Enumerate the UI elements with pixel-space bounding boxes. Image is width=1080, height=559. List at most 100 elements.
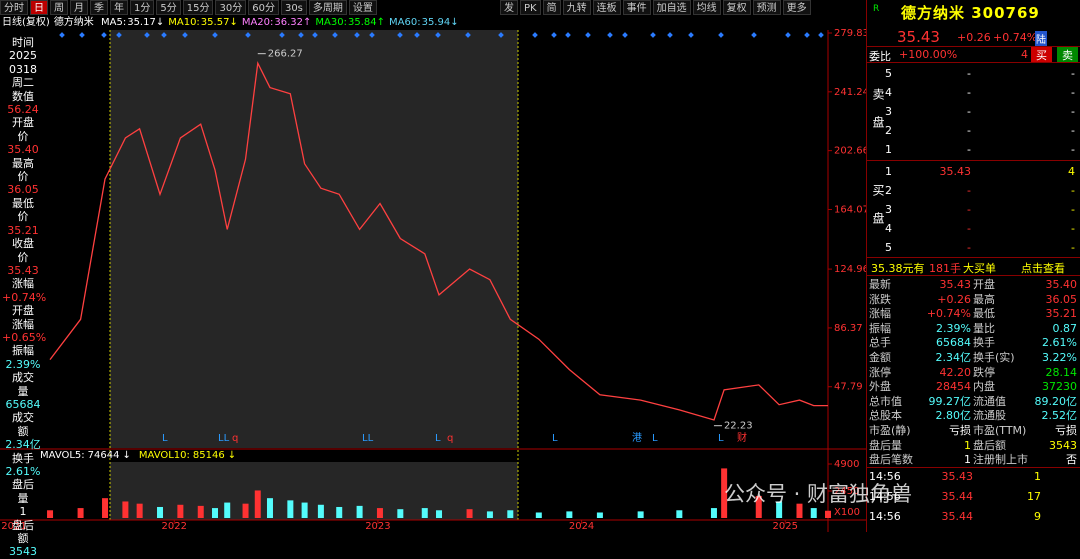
stat-label: 市盈(静) bbox=[869, 424, 911, 437]
stat-row: 涨停 42.20 跌停 28.14 bbox=[867, 366, 1080, 380]
event-diamond bbox=[785, 32, 791, 38]
toolbar-button[interactable]: 九转 bbox=[562, 0, 591, 15]
sell-button[interactable]: 卖 bbox=[1057, 47, 1078, 63]
toolbar-button[interactable]: 1分 bbox=[130, 0, 155, 15]
mavol-name: MAVOL5: bbox=[40, 450, 85, 461]
volume-bar bbox=[47, 510, 54, 518]
volume-bar bbox=[466, 509, 473, 518]
volume-bar bbox=[336, 506, 343, 518]
stat-value: 2.80亿 bbox=[935, 409, 972, 423]
volume-bar bbox=[136, 503, 143, 518]
info-value: 周二 bbox=[12, 76, 34, 90]
event-diamond bbox=[751, 32, 757, 38]
ma-arrow: ↓ bbox=[155, 17, 165, 28]
toolbar-button[interactable]: 5分 bbox=[156, 0, 181, 15]
info-value: 2.61% bbox=[5, 465, 41, 478]
book-row: 4 - - bbox=[867, 222, 1080, 236]
info-value: 35.40 bbox=[7, 143, 39, 157]
info-label: 收盘价 bbox=[12, 237, 34, 264]
quote-panel: R 德方纳米 300769 35.43 +0.26 +0.74% 陆 委比 +1… bbox=[866, 0, 1080, 532]
stat-row: 市盈(静) 亏损 市盈(TTM) 亏损 bbox=[867, 424, 1080, 438]
toolbar-button[interactable]: 设置 bbox=[348, 0, 377, 15]
x-tick-label: 2025 bbox=[773, 521, 798, 532]
stat-label: 总手 bbox=[869, 336, 891, 350]
event-diamond bbox=[59, 32, 65, 38]
toolbar-button[interactable]: 均线 bbox=[692, 0, 721, 15]
stat-value: 1 bbox=[964, 438, 971, 452]
big-order-link[interactable]: 点击查看 bbox=[1021, 262, 1065, 275]
toolbar-button[interactable]: 事件 bbox=[622, 0, 651, 15]
info-label: 最高价 bbox=[12, 156, 34, 184]
volume-bar bbox=[242, 503, 249, 518]
x-tick-label: 2022 bbox=[162, 521, 187, 532]
toolbar-button[interactable]: PK bbox=[520, 0, 541, 15]
toolbar-button[interactable]: 周 bbox=[50, 0, 68, 15]
volume-bar bbox=[317, 504, 324, 518]
level: 2 bbox=[885, 124, 892, 137]
price-line bbox=[49, 60, 828, 421]
volume-bar bbox=[535, 512, 542, 518]
info-label: 涨幅 bbox=[12, 277, 34, 291]
toolbar-button[interactable]: 日 bbox=[30, 0, 48, 15]
book-row: 4 - - bbox=[867, 86, 1080, 100]
tick-volume: 17 bbox=[1027, 490, 1041, 503]
ma-name: MA60: bbox=[389, 17, 421, 28]
stat-value: 0.87 bbox=[1052, 321, 1078, 335]
left-panel: 时间 2025 0318 周二 数值 56.24 开盘价 35.40 最高价 36.05 最低价 35… bbox=[2, 36, 46, 559]
book-volume: - bbox=[1071, 241, 1075, 254]
volume-bar bbox=[254, 490, 261, 518]
annotation: 22.23 bbox=[724, 421, 753, 432]
level: 4 bbox=[885, 86, 892, 99]
stat-value: +0.74% bbox=[926, 307, 971, 321]
y-tick-label: 164.07 bbox=[834, 204, 866, 215]
info-value: 1 bbox=[19, 505, 27, 519]
event-marker: q bbox=[232, 433, 238, 444]
toolbar-button[interactable]: 发 bbox=[500, 0, 518, 15]
book-price: - bbox=[967, 184, 971, 197]
level: 3 bbox=[885, 203, 892, 216]
buy-button[interactable]: 买 bbox=[1031, 47, 1052, 63]
toolbar-button[interactable]: 加自选 bbox=[652, 0, 691, 15]
stat-row: 涨跌 +0.26 最高 36.05 bbox=[867, 293, 1080, 307]
level: 4 bbox=[885, 222, 892, 235]
stat-row: 盘后笔数 1 注册制上市 否 bbox=[867, 453, 1080, 467]
toolbar-button[interactable]: 更多 bbox=[782, 0, 811, 15]
toolbar-button[interactable]: 分时 bbox=[0, 0, 28, 15]
stat-value: 3.22% bbox=[1042, 351, 1077, 364]
stock-name: 德方纳米 bbox=[53, 17, 94, 28]
toolbar-button[interactable]: 月 bbox=[70, 0, 88, 15]
stat-row: 金额 2.34亿 换手(实) 3.22% bbox=[867, 351, 1080, 365]
book-row: 5 - - bbox=[867, 241, 1080, 255]
event-marker: L bbox=[718, 433, 724, 444]
toolbar-button[interactable]: 30s bbox=[280, 0, 307, 15]
book-volume: - bbox=[1071, 105, 1075, 118]
book-price: - bbox=[967, 222, 971, 235]
toolbar-button[interactable]: 预测 bbox=[752, 0, 781, 15]
vol-unit: X100 bbox=[834, 507, 860, 518]
toolbar-button[interactable]: 复权 bbox=[722, 0, 751, 15]
toolbar-button[interactable]: 30分 bbox=[215, 0, 247, 15]
toolbar-button[interactable]: 简 bbox=[542, 0, 561, 15]
stat-label: 市盈(TTM) bbox=[973, 424, 1027, 437]
stat-label: 振幅 bbox=[869, 321, 891, 335]
event-diamond bbox=[607, 32, 613, 38]
volume-bar bbox=[710, 508, 717, 518]
vol-tick-label: 2450 bbox=[834, 486, 859, 497]
stat-label: 盘后量 bbox=[869, 438, 902, 452]
info-value: 35.21 bbox=[7, 223, 39, 237]
toolbar-button[interactable]: 年 bbox=[110, 0, 128, 15]
book-volume: - bbox=[1071, 124, 1075, 137]
volume-bar bbox=[796, 503, 803, 518]
toolbar-button[interactable]: 多周期 bbox=[308, 0, 347, 15]
toolbar-button[interactable]: 连板 bbox=[592, 0, 621, 15]
stat-label: 注册制上市 bbox=[973, 453, 1028, 467]
toolbar-button[interactable]: 60分 bbox=[248, 0, 279, 15]
stat-value: 35.43 bbox=[939, 278, 972, 291]
toolbar-button[interactable]: 15分 bbox=[182, 0, 214, 15]
book-price: - bbox=[967, 124, 971, 137]
book-row: 2 - - bbox=[867, 184, 1080, 198]
volume-bar bbox=[287, 500, 294, 518]
toolbar-button[interactable]: 季 bbox=[90, 0, 108, 15]
stat-label: 跌停 bbox=[973, 365, 995, 379]
